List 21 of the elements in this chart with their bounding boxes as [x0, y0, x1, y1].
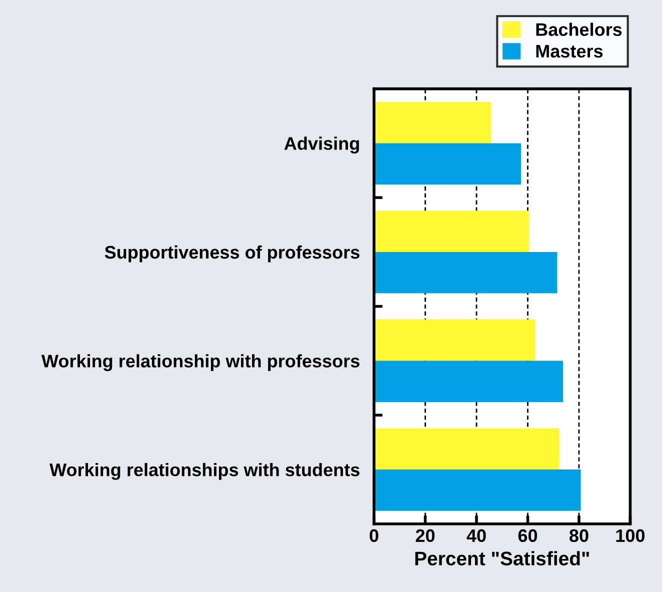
- y-tick-label: Advising: [284, 136, 359, 154]
- x-tick-label: 20: [416, 529, 435, 542]
- bar: [374, 102, 492, 144]
- y-tick-label: Working relationship with professors: [41, 354, 360, 372]
- x-tick-label: 40: [466, 529, 486, 542]
- bar: [374, 470, 581, 511]
- bar: [374, 360, 564, 402]
- x-tick-label: 100: [616, 529, 645, 542]
- y-tick-label: Working relationships with students: [50, 462, 360, 480]
- legend-label: Bachelors: [536, 22, 622, 36]
- x-tick-label: 60: [518, 529, 538, 542]
- legend-label: Masters: [536, 45, 603, 58]
- bar: [374, 252, 558, 294]
- bar: [374, 319, 536, 361]
- bar: [374, 210, 530, 252]
- x-axis-title: Percent "Satisfied": [415, 551, 589, 566]
- bar: [374, 428, 560, 470]
- x-tick-label: 0: [370, 529, 378, 542]
- y-tick-label: Supportiveness of professors: [104, 245, 360, 262]
- bar: [374, 143, 522, 185]
- x-tick-label: 80: [570, 529, 588, 542]
